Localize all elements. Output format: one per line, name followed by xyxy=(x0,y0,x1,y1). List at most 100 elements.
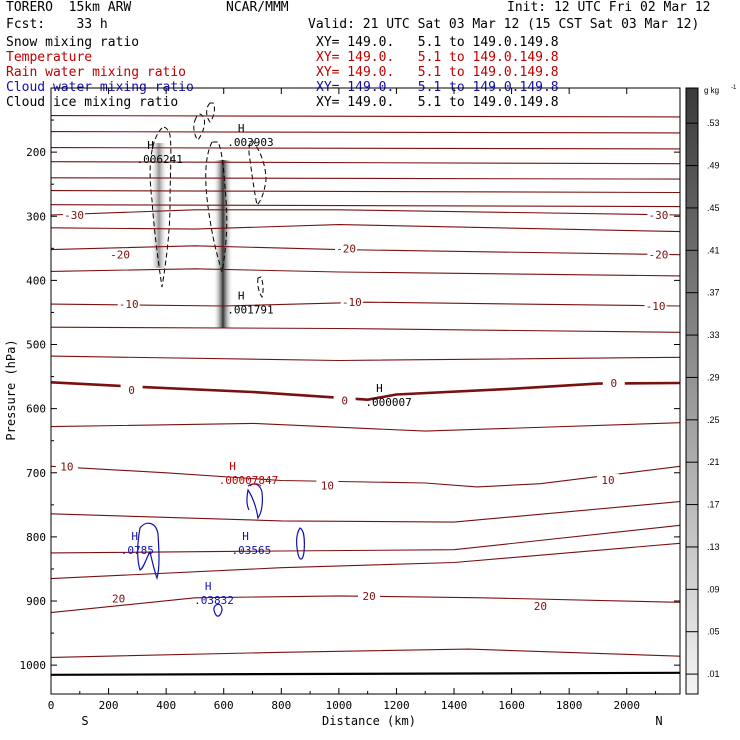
isotherm-17 xyxy=(50,501,681,523)
maximum-marker-4: H xyxy=(229,460,236,473)
colorbar-tick-label-12: .49 xyxy=(707,161,720,171)
temperature-label-bg-7 xyxy=(644,300,667,312)
colorbar-tick-label-11: .45 xyxy=(707,203,720,213)
colorbar-tick-label-6: .25 xyxy=(707,415,720,425)
colorbar-ticks: .01 .05 .09 .13 .17 .21 .25 .29 .33 .37 .41 .45 .49.… xyxy=(686,118,720,679)
x-axis-right-end: N xyxy=(655,714,662,728)
temperature-label-bg-8 xyxy=(120,384,143,396)
maximum-value-5: .0785 xyxy=(121,544,154,557)
temperature-label-bg-11 xyxy=(55,460,78,472)
x-tick-label-7: 1400 xyxy=(441,699,468,712)
legend-name-temperature: Temperature xyxy=(6,50,93,65)
isotherm-16 xyxy=(50,465,681,488)
legend-name-cloud-ice: Cloud ice mixing ratio xyxy=(6,95,179,110)
colorbar-tick-label-3: .13 xyxy=(707,542,720,552)
temperature-label-3: -20 xyxy=(336,242,356,255)
ice-contour-main xyxy=(205,141,228,273)
x-tick-label-1: 200 xyxy=(99,699,119,712)
temperature-label-bg-1 xyxy=(647,208,670,220)
temperature-label-11: 10 xyxy=(60,460,73,473)
y-tick-label-5: 700 xyxy=(26,467,46,480)
maximum-value-0: .006241 xyxy=(137,153,183,166)
temperature-label-bg-5 xyxy=(117,298,140,310)
x-tick-label-8: 1600 xyxy=(498,699,525,712)
temperature-label-bg-16 xyxy=(529,600,552,612)
y-tick-label-0: 200 xyxy=(26,146,46,159)
maximum-marker-6: H xyxy=(242,530,249,543)
colorbar-tick-label-8: .33 xyxy=(707,330,720,340)
maximum-value-4: .00007847 xyxy=(219,474,279,487)
colorbar-unit: g kg xyxy=(704,86,719,95)
cloud-ice-contours xyxy=(149,102,267,299)
x-tick-label-4: 800 xyxy=(271,699,291,712)
cloud-water-contour-3 xyxy=(296,527,305,560)
colorbar-fill xyxy=(685,87,699,695)
maximum-marker-2: H xyxy=(238,290,245,303)
legend-xy-rain: XY= 149.0. 5.1 to 149.0.149.8 xyxy=(316,65,559,80)
colorbar-tick-label-5: .21 xyxy=(707,457,720,467)
model-title: TORERO 15km ARW xyxy=(6,0,132,15)
temperature-label-bg-13 xyxy=(597,473,620,485)
isotherm-13 xyxy=(50,355,681,362)
isotherm-15 xyxy=(50,422,681,432)
maximum-marker-5: H xyxy=(131,530,138,543)
isotherm-zero xyxy=(50,381,681,402)
maximum-value-6: .03565 xyxy=(232,544,272,557)
maximum-value-1: .003903 xyxy=(227,136,273,149)
temperature-label-bg-2 xyxy=(109,248,132,260)
temperature-label-bg-10 xyxy=(602,376,625,388)
temperature-label-8: 0 xyxy=(128,384,135,397)
isotherm-18 xyxy=(50,524,681,554)
valid-time: Valid: 21 UTC Sat 03 Mar 12 (15 CST Sat … xyxy=(308,17,700,32)
temperature-label-bg-4 xyxy=(647,248,670,260)
colorbar: .01 .05 .09 .13 .17 .21 .25 .29 .33 .37 .41 .45 .49.… xyxy=(685,85,737,695)
temperature-label-bg-3 xyxy=(335,242,358,254)
y-tick-label-2: 400 xyxy=(26,274,46,287)
isotherm-6 xyxy=(50,204,681,208)
temperature-label-7: -10 xyxy=(646,300,666,313)
y-tick-label-4: 600 xyxy=(26,403,46,416)
temperature-label-1: -30 xyxy=(648,209,668,222)
isotherm-12 xyxy=(50,326,681,333)
forecast-hour: Fcst: 33 h xyxy=(6,17,108,32)
temperature-label-bg-14 xyxy=(107,592,130,604)
rain-contour xyxy=(249,483,262,487)
temperature-label-16: 20 xyxy=(534,600,547,613)
isotherm-7 xyxy=(50,209,681,216)
isotherms-layer: -30 -30 -20 -20 -20 -10 -10 -10 0 0 0 10 10 10 20 20 20 xyxy=(50,115,681,676)
isotherm-11 xyxy=(50,301,681,307)
cloud-water-contour-1 xyxy=(137,522,160,580)
temperature-label-4: -20 xyxy=(648,249,668,262)
x-tick-label-5: 1000 xyxy=(326,699,353,712)
cloud-water-contour-4 xyxy=(213,603,223,617)
center-title: NCAR/MMM xyxy=(226,0,289,15)
surface-line xyxy=(50,671,681,676)
y-tick-label-7: 900 xyxy=(26,595,46,608)
x-tick-label-6: 1200 xyxy=(383,699,410,712)
maximum-marker-7: H xyxy=(205,580,212,593)
isotherm-19 xyxy=(50,542,681,580)
isotherm-1 xyxy=(50,131,681,134)
x-tick-label-3: 600 xyxy=(214,699,234,712)
temperature-label-15: 20 xyxy=(362,590,375,603)
temperature-label-2: -20 xyxy=(110,249,130,262)
colorbar-tick-label-0: .01 xyxy=(707,669,720,679)
isotherm-10 xyxy=(50,268,681,277)
temperature-label-bg-6 xyxy=(340,296,363,308)
x-tick-label-2: 400 xyxy=(156,699,176,712)
maximum-marker-1: H xyxy=(238,122,245,135)
temperature-label-bg-0 xyxy=(63,208,86,220)
isotherm-21 xyxy=(50,648,681,658)
isotherm-8 xyxy=(50,224,681,233)
temperature-label-10: 0 xyxy=(610,377,617,390)
colorbar-tick-label-2: .09 xyxy=(707,584,720,594)
temperature-label-5: -10 xyxy=(119,298,139,311)
temperature-label-6: -10 xyxy=(342,296,362,309)
x-tick-label-0: 0 xyxy=(48,699,55,712)
y-axis-title: Pressure (hPa) xyxy=(4,339,18,440)
isotherm-20 xyxy=(50,595,681,614)
plot-frame xyxy=(50,87,681,695)
x-axis-title: Distance (km) xyxy=(322,714,416,728)
